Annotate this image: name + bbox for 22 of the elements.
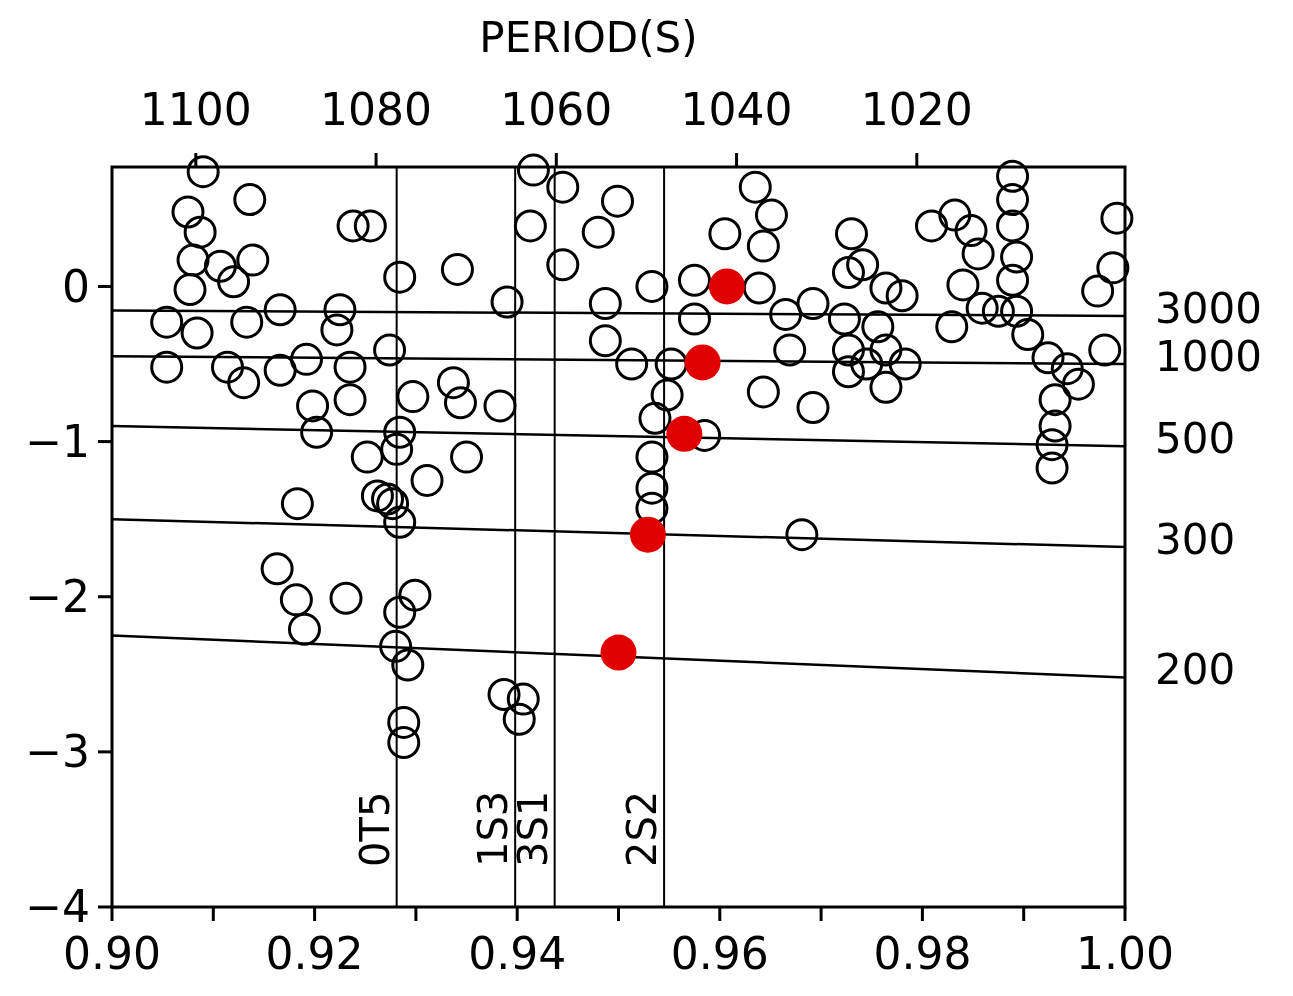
x-tick-label: 0.98	[873, 928, 972, 979]
x2-tick-label: 1020	[860, 84, 973, 135]
x2-tick-label: 1040	[680, 84, 793, 135]
series-label: 3000	[1155, 283, 1262, 333]
x-tick-label: 0.96	[670, 928, 769, 979]
y-tick-label: −2	[25, 571, 90, 623]
series-label: 500	[1155, 413, 1236, 463]
y-tick-label: −3	[25, 726, 90, 778]
x-tick-label: 0.94	[468, 928, 567, 979]
series-label: 300	[1155, 514, 1236, 564]
x2-tick-label: 1080	[320, 84, 433, 135]
y-tick-label: 0	[62, 260, 90, 312]
x-tick-label: 1.00	[1076, 928, 1174, 979]
x-tick-label: 0.92	[265, 928, 364, 979]
ref-line-label: 0T5	[351, 791, 398, 867]
ref-line-label: 2S2	[619, 790, 666, 867]
series-label: 200	[1155, 645, 1236, 695]
x2-axis-title: PERIOD(S)	[479, 13, 698, 62]
series-label: 1000	[1155, 331, 1262, 381]
x2-tick-label: 1100	[139, 84, 252, 135]
y-tick-label: −1	[25, 415, 90, 467]
x2-tick-label: 1060	[500, 84, 613, 135]
